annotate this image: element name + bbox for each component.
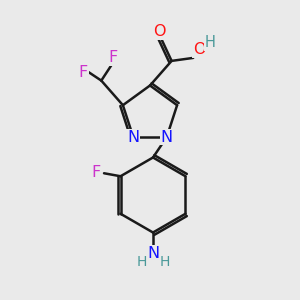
Text: H: H (159, 255, 170, 269)
Text: H: H (136, 255, 147, 269)
Text: F: F (108, 50, 117, 65)
Text: F: F (79, 65, 88, 80)
Text: O: O (153, 24, 166, 39)
Text: O: O (193, 42, 206, 57)
Text: H: H (204, 35, 215, 50)
Text: N: N (147, 246, 159, 261)
Text: N: N (161, 130, 173, 145)
Text: N: N (127, 130, 139, 145)
Text: F: F (91, 165, 101, 180)
